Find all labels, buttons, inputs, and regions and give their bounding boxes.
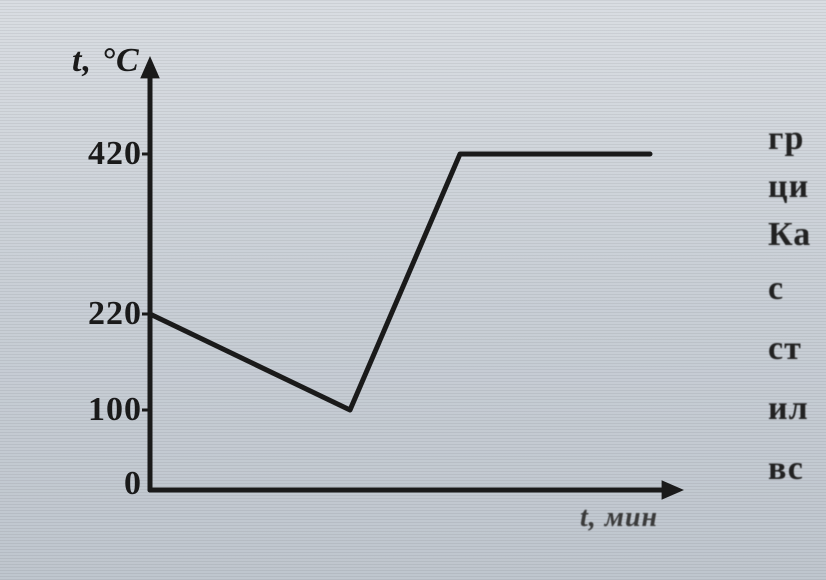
chart-area: t, °C 0 100 220 420 t, мин — [30, 30, 670, 550]
y-tick-label: 420 — [72, 135, 142, 173]
y-tick-label: 100 — [72, 391, 142, 429]
cropped-text: вс — [768, 450, 804, 488]
cropped-text: ил — [768, 390, 809, 428]
y-tick-label: 220 — [72, 295, 142, 333]
cropped-text: Ка — [768, 216, 811, 254]
cropped-text: с — [768, 270, 784, 308]
cropped-text: гр — [768, 120, 804, 158]
page-background: t, °C 0 100 220 420 t, мин гр ци Ка с ст… — [0, 0, 826, 580]
y-axis-title: t, °C — [72, 42, 140, 80]
cropped-text: ст — [768, 330, 802, 368]
cropped-text: ци — [768, 168, 809, 206]
y-tick-label: 0 — [72, 465, 142, 503]
x-axis-title: t, мин — [580, 502, 658, 534]
